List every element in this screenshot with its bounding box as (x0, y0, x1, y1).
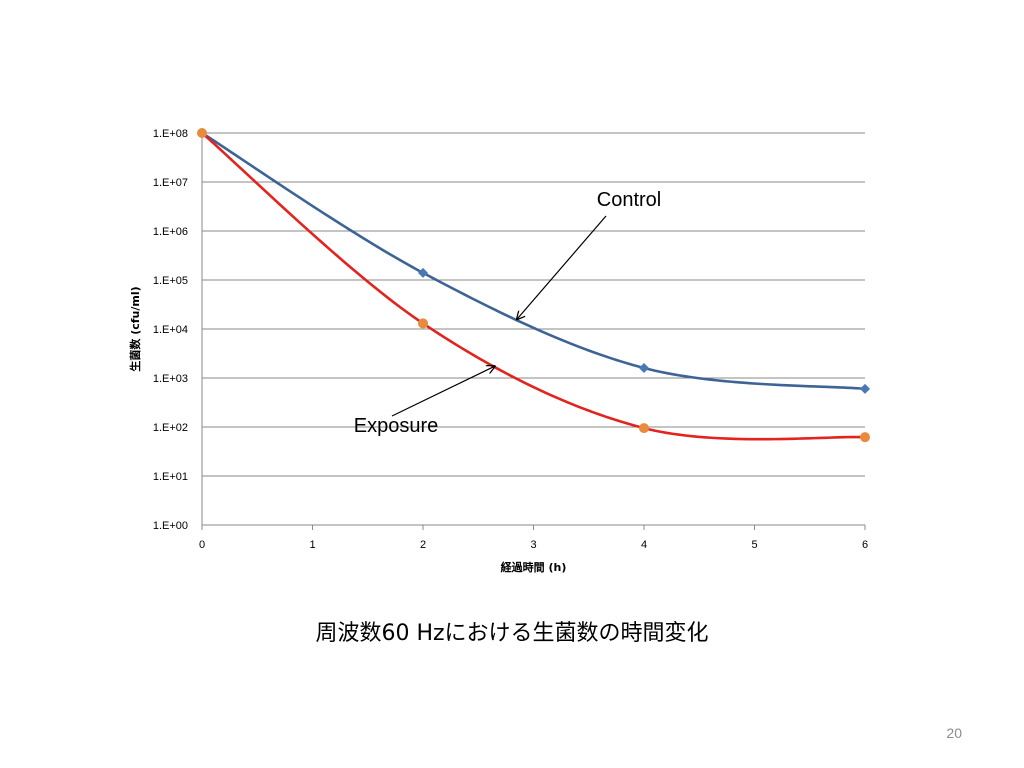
page-number: 20 (946, 725, 962, 741)
y-axis-title: 生菌数 (cfu/ml) (128, 286, 142, 371)
exposure-point (197, 128, 207, 138)
y-tick-label: 1.E+07 (153, 177, 188, 189)
x-tick-label: 1 (309, 539, 315, 551)
y-tick-label: 1.E+02 (153, 422, 188, 434)
axes (201, 133, 866, 530)
x-tick-label: 3 (530, 539, 536, 551)
x-tick-label: 6 (862, 539, 868, 551)
control-annotation-label: Control (597, 189, 661, 211)
annotations: Control Exposure (354, 189, 661, 437)
x-tick-labels: 0 1 2 3 4 5 6 (199, 539, 868, 551)
control-point (418, 267, 428, 278)
x-tick-label: 0 (199, 539, 205, 551)
y-tick-label: 1.E+06 (153, 226, 188, 238)
control-series-line (201, 131, 866, 391)
control-point (639, 362, 649, 373)
series-lines (201, 131, 866, 441)
exposure-point (418, 318, 428, 329)
y-tick-label: 1.E+01 (153, 471, 188, 483)
gridlines (202, 132, 865, 477)
y-tick-label: 1.E+05 (153, 275, 188, 287)
control-annotation-arrow (517, 215, 607, 319)
x-tick-label: 2 (420, 539, 426, 551)
exposure-annotation-arrow (391, 366, 495, 417)
control-point (860, 383, 870, 394)
data-markers (197, 128, 870, 443)
exposure-annotation-label: Exposure (354, 415, 439, 437)
x-tick-label: 5 (751, 539, 757, 551)
slide-caption: 周波数60 Hzにおける生菌数の時間変化 (315, 621, 709, 646)
y-tick-label: 1.E+04 (153, 324, 188, 336)
x-tick-label: 4 (641, 539, 647, 551)
y-tick-label: 1.E+00 (153, 520, 188, 532)
exposure-series-line (201, 132, 866, 441)
exposure-point (860, 432, 870, 443)
y-tick-labels: 1.E+00 1.E+01 1.E+02 1.E+03 1.E+04 1.E+05 1.E+… (153, 128, 188, 532)
exposure-point (639, 423, 649, 434)
y-tick-label: 1.E+03 (153, 373, 188, 385)
y-tick-label: 1.E+08 (153, 128, 188, 140)
x-axis-title: 経過時間 (h) (501, 560, 567, 574)
line-chart: 1.E+00 1.E+01 1.E+02 1.E+03 1.E+04 1.E+05 1.E+… (128, 128, 870, 574)
